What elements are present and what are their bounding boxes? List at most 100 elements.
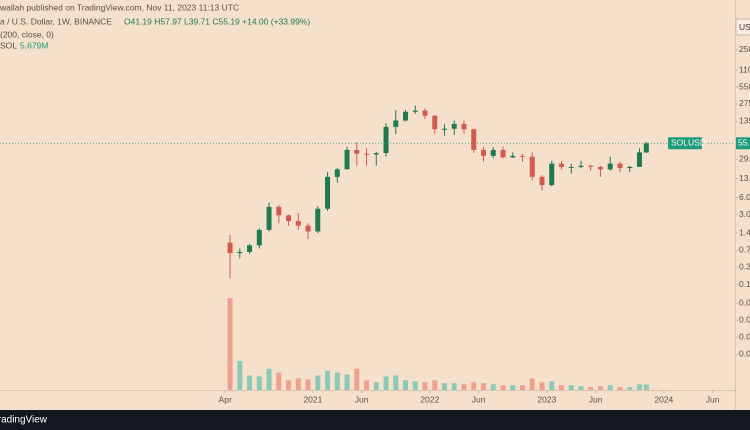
candle-body (432, 115, 438, 130)
x-tick-label: 2023 (537, 394, 556, 404)
y-tick-label: 3.00 (739, 209, 750, 219)
publisher-line: wallah published on TradingView.com, Nov… (0, 2, 239, 12)
candle-body (237, 251, 243, 254)
volume-bar (344, 374, 350, 390)
y-tick-label: 2500.00 (739, 44, 750, 54)
volume-legend-value: 5.679M (20, 40, 48, 50)
x-tick-label: Jun (472, 394, 486, 404)
x-tick-label: Apr (219, 394, 232, 404)
y-tick-label: 1.40 (739, 227, 750, 237)
volume-bar (627, 387, 633, 390)
candle-body (334, 169, 340, 177)
x-tick-label: Jun (589, 394, 603, 404)
volume-bar (364, 380, 370, 390)
volume-bar (325, 370, 331, 390)
volume-bar (607, 385, 613, 390)
y-tick-label: 135.00 (739, 116, 750, 126)
volume-bar (597, 386, 603, 390)
candle-body (558, 163, 564, 167)
indicator-line: (200, close, 0) (0, 29, 54, 39)
volume-bar (286, 380, 292, 390)
volume-bar (412, 381, 418, 390)
candle-body (354, 149, 360, 154)
candle-body (295, 221, 301, 226)
y-tick-label: 0.02 (739, 331, 750, 341)
candle-body (461, 123, 467, 130)
symbol-tag (668, 137, 702, 150)
candle-body (627, 166, 633, 169)
y-tick-label: 0.70 (739, 244, 750, 254)
candle-body (529, 156, 535, 177)
volume-bar (529, 378, 535, 390)
y-tick-label: 6.00 (739, 192, 750, 202)
y-tick-label: 550.00 (739, 81, 750, 91)
volume-bar (276, 372, 282, 390)
y-tick-label: 275.00 (739, 98, 750, 108)
candle-body (588, 165, 594, 167)
volume-bar (643, 384, 649, 390)
volume-bar (422, 382, 428, 390)
candle-body (315, 208, 321, 232)
volume-bar (451, 383, 457, 390)
candle-body (510, 155, 516, 158)
candle-body (549, 163, 555, 186)
x-tick-label: Jun (706, 394, 720, 404)
volume-bar (237, 360, 243, 390)
candle-body (471, 129, 477, 150)
candle-body (442, 128, 448, 130)
volume-bar (295, 378, 301, 390)
candle-body (490, 149, 496, 156)
candle-body (276, 206, 282, 216)
volume-bar (500, 385, 506, 390)
volume-bar (461, 384, 467, 390)
candle-body (643, 143, 649, 153)
candle-body (344, 149, 350, 170)
candle-body (568, 166, 574, 168)
volume-bar (383, 376, 389, 390)
footer-bar (0, 410, 750, 430)
candle-body (617, 163, 623, 169)
volume-bar (519, 385, 525, 390)
volume-bar (354, 368, 360, 390)
volume-bar (315, 375, 321, 390)
volume-bar (490, 384, 496, 390)
volume-bar (617, 387, 623, 390)
candle-body (325, 176, 331, 209)
last-price-tag (736, 137, 750, 150)
candle-body (266, 206, 272, 230)
volume-bar (393, 375, 399, 390)
volume-legend-name: SOL (0, 40, 17, 50)
currency-button[interactable] (735, 18, 750, 36)
volume-bar (266, 368, 272, 390)
candle-body (403, 111, 409, 121)
x-tick-label: 2021 (303, 394, 322, 404)
y-tick-label: 29.00 (739, 153, 750, 163)
volume-bar (403, 380, 409, 390)
candle-body (519, 155, 525, 157)
volume-bar (568, 385, 574, 390)
volume-bar (588, 387, 594, 390)
y-tick-label: 13.00 (739, 173, 750, 183)
candle-body (500, 149, 506, 158)
candle-body (451, 123, 457, 129)
volume-bar (373, 382, 379, 390)
volume-bar (578, 386, 584, 390)
y-tick-label: 0.08 (739, 297, 750, 307)
candle-body (636, 152, 642, 167)
volume-bar (334, 372, 340, 390)
candle-body (383, 126, 389, 154)
candle-body (364, 153, 370, 155)
ohlc-line: O41.19 H57.97 L39.71 C55.19 +14.00 (+33.… (124, 16, 310, 26)
candle-body (393, 120, 399, 127)
volume-bar (510, 385, 516, 390)
volume-bar (471, 382, 477, 390)
volume-bar (558, 385, 564, 390)
y-tick-label: 1100.00 (739, 64, 750, 74)
candle-body (481, 149, 487, 156)
currency-button-label[interactable]: USD (739, 22, 750, 32)
volume-bar (481, 383, 487, 390)
symbol-line: a / U.S. Dollar, 1W, BINANCE (0, 16, 112, 26)
y-tick-label: 0.17 (739, 279, 750, 289)
